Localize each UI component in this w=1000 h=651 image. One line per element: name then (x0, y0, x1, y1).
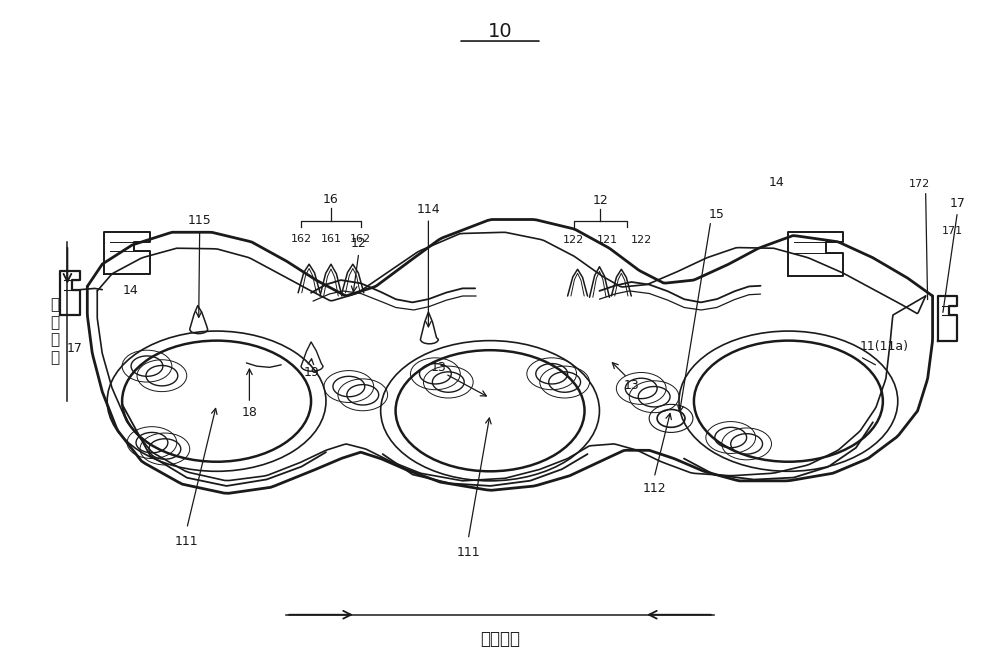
Text: 162: 162 (291, 234, 312, 243)
Text: 17: 17 (950, 197, 965, 210)
Text: 19: 19 (303, 366, 319, 379)
Text: 161: 161 (320, 234, 341, 243)
Text: 114: 114 (417, 204, 440, 216)
Text: 進
煙
方
向: 進 煙 方 向 (50, 298, 59, 365)
Text: 13: 13 (623, 379, 639, 392)
Text: 13: 13 (430, 361, 446, 374)
Text: 12: 12 (593, 194, 608, 207)
Text: 122: 122 (631, 235, 652, 245)
Text: 11(11a): 11(11a) (860, 340, 909, 353)
Text: 12: 12 (351, 237, 367, 250)
Text: 112: 112 (642, 482, 666, 495)
Text: 17: 17 (66, 342, 82, 355)
Text: 111: 111 (175, 535, 199, 548)
Text: 172: 172 (909, 180, 930, 189)
Text: 121: 121 (597, 235, 618, 245)
Text: 162: 162 (350, 234, 371, 243)
Text: 111: 111 (456, 546, 480, 559)
Text: 第一方向: 第一方向 (480, 630, 520, 648)
Text: 18: 18 (241, 406, 257, 419)
Text: 171: 171 (942, 226, 963, 236)
Text: 10: 10 (488, 22, 512, 41)
Text: 15: 15 (709, 208, 725, 221)
Text: 115: 115 (188, 214, 212, 227)
Text: 14: 14 (769, 176, 784, 189)
Text: 14: 14 (122, 284, 138, 298)
Text: 122: 122 (563, 235, 584, 245)
Text: 16: 16 (323, 193, 339, 206)
